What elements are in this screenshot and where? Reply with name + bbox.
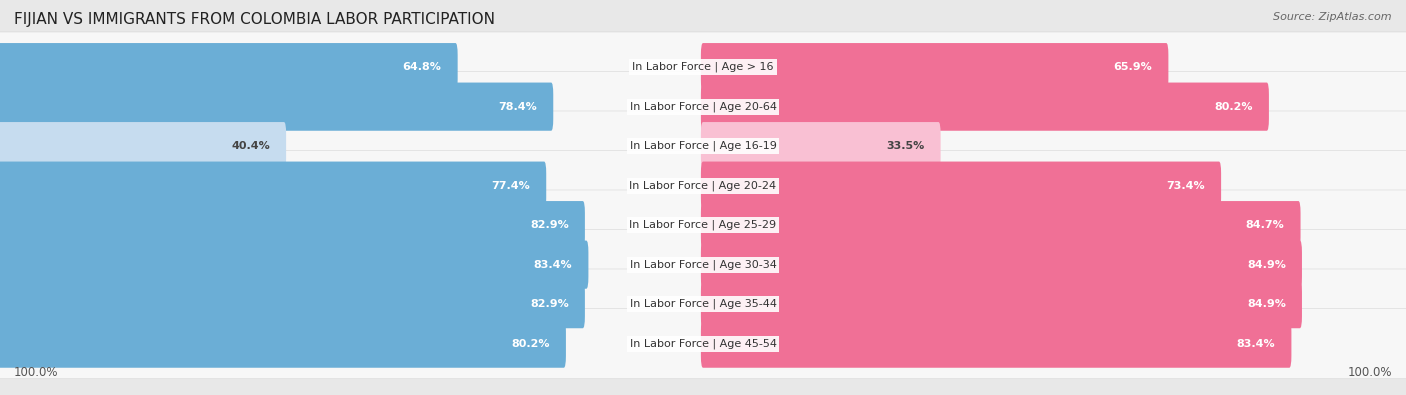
Text: 84.9%: 84.9% bbox=[1247, 260, 1286, 270]
Text: FIJIAN VS IMMIGRANTS FROM COLOMBIA LABOR PARTICIPATION: FIJIAN VS IMMIGRANTS FROM COLOMBIA LABOR… bbox=[14, 12, 495, 27]
FancyBboxPatch shape bbox=[0, 122, 287, 170]
FancyBboxPatch shape bbox=[700, 83, 1268, 131]
FancyBboxPatch shape bbox=[0, 32, 1406, 102]
Text: 100.0%: 100.0% bbox=[1347, 366, 1392, 379]
Text: In Labor Force | Age 30-34: In Labor Force | Age 30-34 bbox=[630, 260, 776, 270]
FancyBboxPatch shape bbox=[0, 190, 1406, 260]
Text: 78.4%: 78.4% bbox=[498, 102, 537, 112]
Text: In Labor Force | Age 25-29: In Labor Force | Age 25-29 bbox=[630, 220, 776, 230]
Text: In Labor Force | Age 45-54: In Labor Force | Age 45-54 bbox=[630, 339, 776, 349]
FancyBboxPatch shape bbox=[700, 201, 1301, 249]
FancyBboxPatch shape bbox=[700, 280, 1302, 328]
FancyBboxPatch shape bbox=[0, 162, 546, 210]
Text: 100.0%: 100.0% bbox=[14, 366, 59, 379]
Text: 64.8%: 64.8% bbox=[402, 62, 441, 72]
Text: 80.2%: 80.2% bbox=[1215, 102, 1253, 112]
Text: 33.5%: 33.5% bbox=[886, 141, 925, 151]
FancyBboxPatch shape bbox=[0, 43, 458, 91]
Text: 40.4%: 40.4% bbox=[231, 141, 270, 151]
FancyBboxPatch shape bbox=[0, 71, 1406, 142]
FancyBboxPatch shape bbox=[700, 162, 1220, 210]
FancyBboxPatch shape bbox=[700, 122, 941, 170]
Text: In Labor Force | Age > 16: In Labor Force | Age > 16 bbox=[633, 62, 773, 72]
Text: 84.9%: 84.9% bbox=[1247, 299, 1286, 309]
Text: In Labor Force | Age 20-24: In Labor Force | Age 20-24 bbox=[630, 181, 776, 191]
Text: In Labor Force | Age 16-19: In Labor Force | Age 16-19 bbox=[630, 141, 776, 151]
Text: 73.4%: 73.4% bbox=[1167, 181, 1205, 191]
FancyBboxPatch shape bbox=[0, 111, 1406, 181]
FancyBboxPatch shape bbox=[700, 320, 1292, 368]
FancyBboxPatch shape bbox=[0, 280, 585, 328]
FancyBboxPatch shape bbox=[0, 241, 589, 289]
Text: 82.9%: 82.9% bbox=[530, 299, 569, 309]
Text: In Labor Force | Age 35-44: In Labor Force | Age 35-44 bbox=[630, 299, 776, 309]
FancyBboxPatch shape bbox=[0, 201, 585, 249]
FancyBboxPatch shape bbox=[0, 308, 1406, 379]
FancyBboxPatch shape bbox=[0, 83, 554, 131]
FancyBboxPatch shape bbox=[0, 150, 1406, 221]
FancyBboxPatch shape bbox=[700, 43, 1168, 91]
Text: 83.4%: 83.4% bbox=[1237, 339, 1275, 349]
FancyBboxPatch shape bbox=[0, 269, 1406, 339]
FancyBboxPatch shape bbox=[0, 229, 1406, 300]
Text: 82.9%: 82.9% bbox=[530, 220, 569, 230]
FancyBboxPatch shape bbox=[700, 241, 1302, 289]
Text: 83.4%: 83.4% bbox=[534, 260, 572, 270]
Text: 65.9%: 65.9% bbox=[1114, 62, 1153, 72]
Text: In Labor Force | Age 20-64: In Labor Force | Age 20-64 bbox=[630, 102, 776, 112]
Text: 84.7%: 84.7% bbox=[1246, 220, 1285, 230]
Text: 77.4%: 77.4% bbox=[491, 181, 530, 191]
FancyBboxPatch shape bbox=[0, 320, 565, 368]
Text: 80.2%: 80.2% bbox=[512, 339, 550, 349]
Text: Source: ZipAtlas.com: Source: ZipAtlas.com bbox=[1274, 12, 1392, 22]
